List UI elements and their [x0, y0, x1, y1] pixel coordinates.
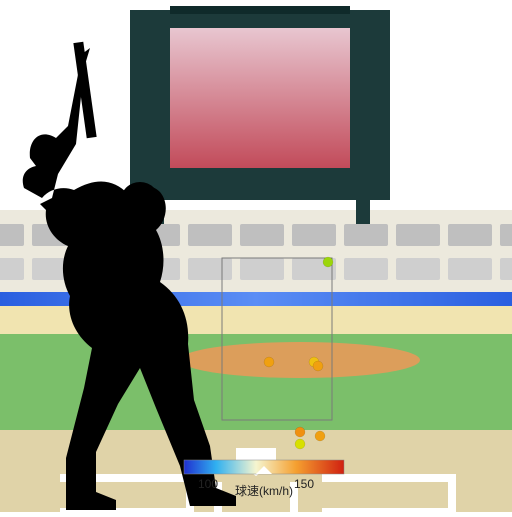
pitch-marker [264, 357, 274, 367]
pitch-marker [313, 361, 323, 371]
pitch-marker [323, 257, 333, 267]
pitch-location-diagram: 100 150球速(km/h) [0, 0, 512, 512]
legend-tick-label: 150 [294, 477, 314, 491]
legend-title: 球速(km/h) [235, 484, 293, 498]
legend-tick-label: 100 [198, 477, 218, 491]
pitch-marker [315, 431, 325, 441]
pitch-marker [295, 427, 305, 437]
scoreboard [130, 6, 390, 224]
pitch-marker [295, 439, 305, 449]
